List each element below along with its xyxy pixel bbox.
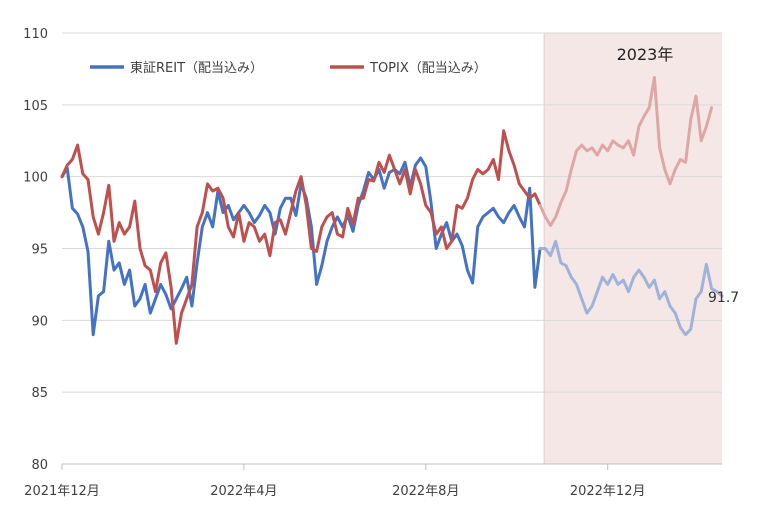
legend-label: TOPIX（配当込み）: [369, 61, 487, 76]
y-tick-label: 80: [31, 458, 48, 473]
series-line-topix: [60, 129, 542, 345]
x-tick-label: 2022年4月: [210, 484, 277, 499]
series-line-2023-reit: [538, 239, 724, 337]
x-tick-label: 2022年8月: [392, 484, 459, 499]
end-value-label: 104.8: [708, 0, 748, 4]
series-line-2023-topix: [538, 76, 714, 227]
y-tick-label: 105: [23, 99, 48, 114]
end-value-label: 91.7: [708, 290, 739, 306]
y-tick-label: 100: [23, 171, 48, 186]
x-tick-label: 2022年12月: [570, 484, 646, 499]
y-tick-label: 110: [23, 27, 48, 42]
y-tick-label: 85: [31, 386, 48, 401]
year-2023-label: 2023年: [617, 45, 674, 64]
legend-label: 東証REIT（配当込み）: [130, 60, 263, 76]
x-tick-label: 2021年12月: [24, 484, 100, 499]
y-tick-label: 95: [31, 243, 48, 258]
y-tick-label: 90: [31, 314, 48, 329]
